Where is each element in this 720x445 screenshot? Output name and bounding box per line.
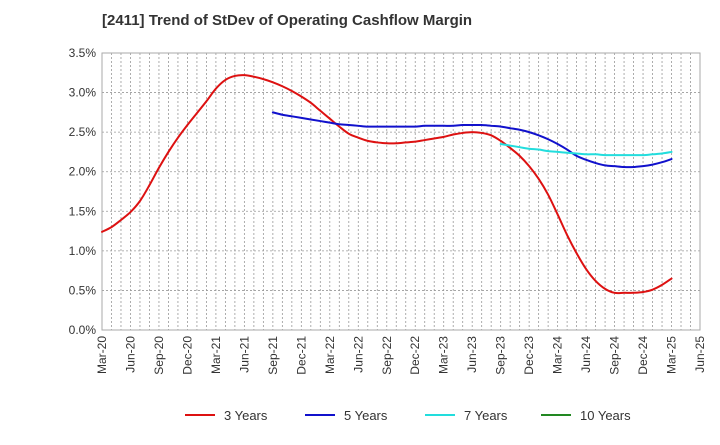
- x-tick-label: Mar-21: [209, 336, 223, 374]
- x-tick-label: Jun-21: [237, 336, 251, 373]
- chart-title: [2411] Trend of StDev of Operating Cashf…: [102, 12, 473, 29]
- x-tick-label: Sep-21: [266, 336, 280, 375]
- x-tick-label: Sep-24: [608, 336, 622, 375]
- legend-label-3-years: 3 Years: [224, 408, 268, 423]
- x-tick-label: Mar-24: [551, 336, 565, 374]
- x-tick-label: Mar-22: [323, 336, 337, 374]
- x-tick-label: Jun-20: [123, 336, 137, 373]
- x-tick-label: Sep-22: [380, 336, 394, 375]
- y-tick-label: 1.5%: [69, 204, 97, 218]
- plot-area: [102, 53, 700, 330]
- y-tick-label: 2.5%: [69, 125, 97, 139]
- x-tick-label: Dec-21: [294, 336, 308, 375]
- x-tick-label: Dec-20: [180, 336, 194, 375]
- y-tick-label: 3.0%: [69, 86, 97, 100]
- legend-label-5-years: 5 Years: [344, 408, 388, 423]
- x-tick-label: Dec-22: [408, 336, 422, 375]
- y-tick-label: 2.0%: [69, 165, 97, 179]
- legend-label-10-years: 10 Years: [580, 408, 631, 423]
- x-tick-label: Mar-23: [437, 336, 451, 374]
- x-tick-label: Jun-22: [351, 336, 365, 373]
- series-line-5-years: [271, 111, 673, 169]
- y-tick-label: 0.0%: [69, 323, 97, 337]
- legend-label-7-years: 7 Years: [464, 408, 508, 423]
- x-tick-label: Jun-23: [465, 336, 479, 373]
- x-tick-label: Mar-25: [665, 336, 679, 374]
- axes: 0.0% 0.5% 1.0% 1.5% 2.0% 2.5% 3.0% 3.5% Mar-20 Ju…: [69, 46, 707, 375]
- x-tick-label: Dec-24: [636, 336, 650, 375]
- series-line-7-years: [499, 143, 673, 157]
- series-lines: [101, 74, 673, 295]
- x-tick-label: Jun-24: [579, 336, 593, 373]
- y-tick-label: 0.5%: [69, 283, 97, 297]
- y-tick-label: 1.0%: [69, 244, 97, 258]
- x-tick-label: Sep-23: [494, 336, 508, 375]
- x-tick-label: Mar-20: [95, 336, 109, 374]
- plot-border: [101, 52, 701, 331]
- x-tick-label: Sep-20: [152, 336, 166, 375]
- series-line-3-years: [101, 74, 673, 295]
- x-tick-label: Dec-23: [522, 336, 536, 375]
- x-tick-label: Jun-25: [693, 336, 707, 373]
- legend: 3 Years 5 Years 7 Years 10 Years: [185, 408, 631, 423]
- y-tick-label: 3.5%: [69, 46, 97, 60]
- grid: [102, 52, 700, 330]
